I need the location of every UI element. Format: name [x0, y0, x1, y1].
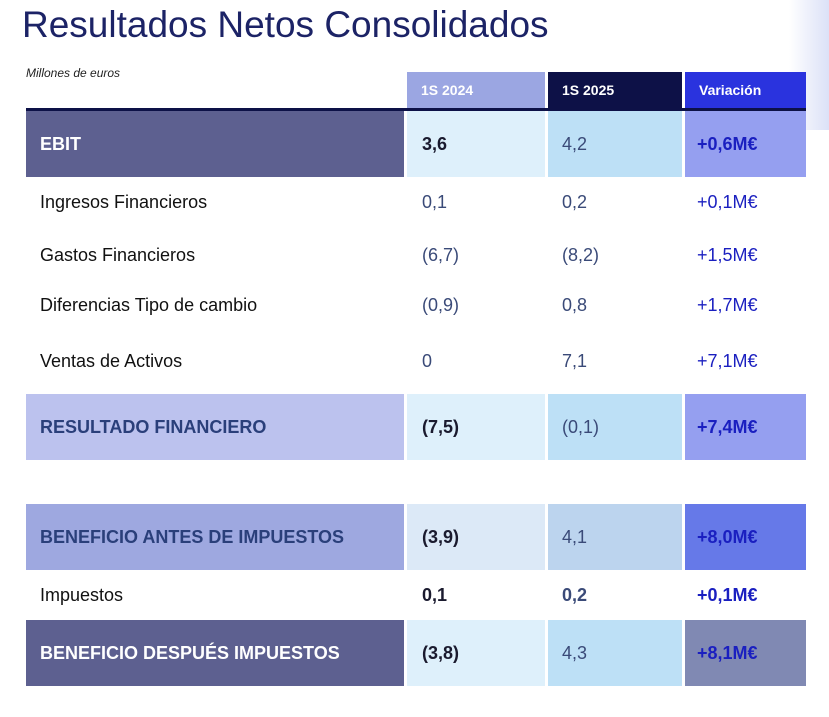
value-variacion: +8,0M€: [685, 504, 806, 570]
table-row-ebit: EBIT 3,6 4,2 +0,6M€: [26, 111, 806, 177]
value-variacion: +7,4M€: [685, 394, 806, 460]
table-row-beneficio-despues-impuestos: BENEFICIO DESPUÉS IMPUESTOS (3,8) 4,3 +8…: [26, 620, 806, 686]
value-2025: 4,1: [548, 504, 682, 570]
value-2025: 4,3: [548, 620, 682, 686]
units-label: Millones de euros: [26, 66, 121, 80]
value-variacion: +1,5M€: [697, 244, 758, 265]
table-row-beneficio-antes-impuestos: BENEFICIO ANTES DE IMPUESTOS (3,9) 4,1 +…: [26, 504, 806, 570]
value-2025: (8,2): [562, 244, 600, 265]
table-row-diferencias-tipo-cambio: Diferencias Tipo de cambio (0,9) 0,8 +1,…: [26, 280, 806, 330]
value-2024: (0,9): [422, 294, 460, 315]
row-label: Ventas de Activos: [40, 350, 183, 371]
value-variacion: +0,1M€: [697, 584, 758, 605]
value-2025: 0,2: [562, 584, 588, 605]
value-2024: 3,6: [407, 111, 545, 177]
value-2025: 0,8: [562, 294, 588, 315]
row-label: Ingresos Financieros: [40, 191, 208, 212]
value-2025: 4,2: [548, 111, 682, 177]
value-2024: (7,5): [407, 394, 545, 460]
value-2024: 0: [422, 350, 433, 371]
table-row-ingresos-financieros: Ingresos Financieros 0,1 0,2 +0,1M€: [26, 177, 806, 227]
row-label: EBIT: [26, 111, 404, 177]
row-label: BENEFICIO ANTES DE IMPUESTOS: [26, 504, 404, 570]
table-row-resultado-financiero: RESULTADO FINANCIERO (7,5) (0,1) +7,4M€: [26, 394, 806, 460]
value-variacion: +8,1M€: [685, 620, 806, 686]
table-row-gastos-financieros: Gastos Financieros (6,7) (8,2) +1,5M€: [26, 229, 806, 281]
value-variacion: +0,6M€: [685, 111, 806, 177]
column-header-1s-2025: 1S 2025: [548, 72, 682, 108]
page-title: Resultados Netos Consolidados: [22, 4, 549, 45]
row-label: Diferencias Tipo de cambio: [40, 294, 258, 315]
column-header-1s-2024: 1S 2024: [407, 72, 545, 108]
row-label: RESULTADO FINANCIERO: [26, 394, 404, 460]
value-2024: 0,1: [422, 191, 448, 212]
value-2024: (3,9): [407, 504, 545, 570]
value-variacion: +7,1M€: [697, 350, 758, 371]
value-2024: (3,8): [407, 620, 545, 686]
value-2024: (6,7): [422, 244, 460, 265]
value-variacion: +1,7M€: [697, 294, 758, 315]
column-header-variacion: Variación: [685, 72, 806, 108]
row-label: Gastos Financieros: [40, 244, 196, 265]
value-variacion: +0,1M€: [697, 191, 758, 212]
table-row-impuestos: Impuestos 0,1 0,2 +0,1M€: [26, 570, 806, 620]
value-2025: 0,2: [562, 191, 588, 212]
table-row-ventas-activos: Ventas de Activos 0 7,1 +7,1M€: [26, 334, 806, 388]
row-label: Impuestos: [40, 584, 124, 605]
row-label: BENEFICIO DESPUÉS IMPUESTOS: [26, 620, 404, 686]
value-2025: 7,1: [562, 350, 588, 371]
value-2024: 0,1: [422, 584, 448, 605]
header-rule: [26, 108, 806, 111]
value-2025: (0,1): [548, 394, 682, 460]
